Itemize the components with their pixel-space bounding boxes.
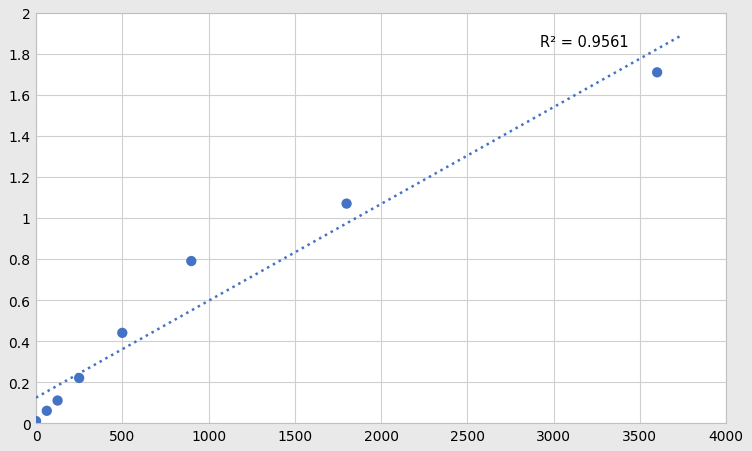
Point — [341, 201, 353, 208]
Point — [117, 330, 129, 337]
Point — [651, 69, 663, 77]
Point — [41, 407, 53, 414]
Text: R² = 0.9561: R² = 0.9561 — [540, 35, 629, 50]
Point — [30, 418, 42, 425]
Point — [52, 397, 64, 404]
Point — [185, 258, 197, 265]
Point — [73, 374, 85, 382]
